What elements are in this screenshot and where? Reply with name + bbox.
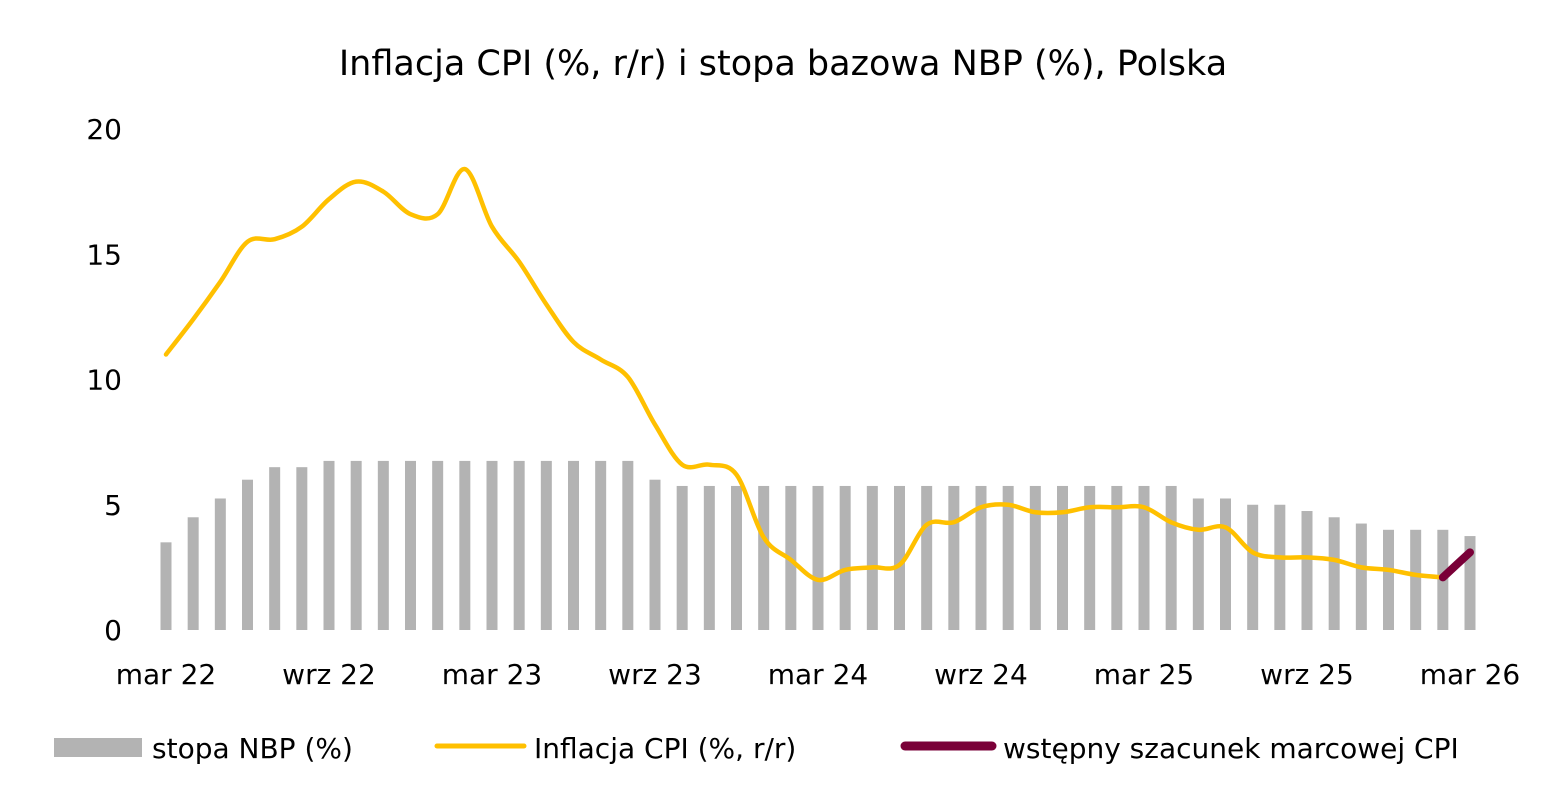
bar-2023-12 — [731, 486, 742, 630]
legend-label-nbp: stopa NBP (%) — [152, 732, 353, 765]
bar-2023-01 — [432, 461, 443, 630]
bar-2024-11 — [1030, 486, 1041, 630]
bar-2022-04 — [188, 517, 199, 630]
bar-2022-08 — [296, 467, 307, 630]
bar-2025-10 — [1329, 517, 1340, 630]
x-tick-label: wrz 23 — [608, 658, 702, 691]
bar-2025-04 — [1166, 486, 1177, 630]
x-tick-label: mar 26 — [1420, 658, 1520, 691]
x-tick-label: wrz 25 — [1260, 658, 1354, 691]
bar-2023-03 — [487, 461, 498, 630]
bar-2025-12 — [1383, 530, 1394, 630]
bar-2023-04 — [514, 461, 525, 630]
legend-label-cpi: Inflacja CPI (%, r/r) — [534, 732, 796, 765]
bar-series — [161, 461, 1476, 630]
x-tick-label: mar 23 — [442, 658, 542, 691]
bar-2023-02 — [459, 461, 470, 630]
y-tick-label: 0 — [104, 614, 122, 647]
x-tick-label: mar 25 — [1094, 658, 1194, 691]
bar-2025-09 — [1302, 511, 1313, 630]
legend-label-flash: wstępny szacunek marcowej CPI — [1003, 732, 1459, 765]
bar-2022-12 — [405, 461, 416, 630]
bar-2024-12 — [1057, 486, 1068, 630]
bar-2026-01 — [1410, 530, 1421, 630]
bar-2025-11 — [1356, 524, 1367, 630]
x-tick-label: wrz 22 — [282, 658, 376, 691]
x-tick-label: mar 22 — [116, 658, 216, 691]
x-tick-label: mar 24 — [768, 658, 868, 691]
bar-2022-11 — [378, 461, 389, 630]
bar-2025-05 — [1193, 498, 1204, 630]
bar-2024-01 — [758, 486, 769, 630]
y-tick-label: 20 — [86, 113, 122, 146]
y-tick-label: 10 — [86, 364, 122, 397]
bar-2024-04 — [840, 486, 851, 630]
bar-2025-06 — [1220, 498, 1231, 630]
bar-2022-07 — [269, 467, 280, 630]
bar-2023-09 — [650, 480, 661, 630]
bar-2023-06 — [568, 461, 579, 630]
x-axis: mar 22 wrz 22 mar 23 wrz 23 mar 24 wrz 24 mar … — [116, 658, 1520, 691]
legend: stopa NBP (%) Inflacja CPI (%, r/r) wstę… — [54, 732, 1459, 765]
bar-2022-03 — [161, 542, 172, 630]
legend-swatch-bar — [54, 738, 142, 757]
bar-2023-07 — [595, 461, 606, 630]
bar-2022-05 — [215, 498, 226, 630]
bar-2022-09 — [324, 461, 335, 630]
x-tick-label: wrz 24 — [934, 658, 1028, 691]
bar-2025-08 — [1274, 505, 1285, 630]
bar-2024-07 — [921, 486, 932, 630]
bar-2025-07 — [1247, 505, 1258, 630]
bar-2024-05 — [867, 486, 878, 630]
bar-2023-11 — [704, 486, 715, 630]
y-tick-label: 5 — [104, 489, 122, 522]
bar-2023-10 — [677, 486, 688, 630]
y-axis: 0 5 10 15 20 — [86, 113, 122, 647]
bar-2024-08 — [948, 486, 959, 630]
bar-2023-05 — [541, 461, 552, 630]
bar-2024-03 — [813, 486, 824, 630]
chart-title: Inflacja CPI (%, r/r) i stopa bazowa NBP… — [339, 44, 1227, 84]
bar-2022-06 — [242, 480, 253, 630]
y-tick-label: 15 — [86, 238, 122, 271]
bar-2022-10 — [351, 461, 362, 630]
bar-2023-08 — [622, 461, 633, 630]
